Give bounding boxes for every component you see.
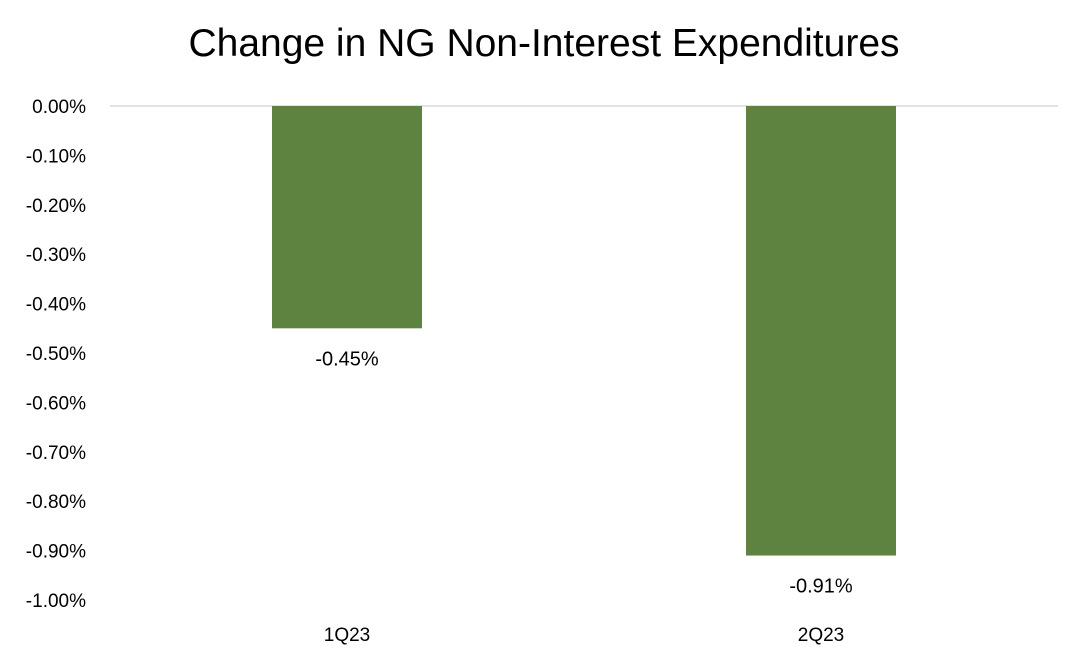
y-tick-label: -0.80% (26, 492, 86, 513)
category-label-2q23: 2Q23 (798, 625, 844, 646)
y-tick-label: -0.60% (26, 393, 86, 414)
bars (272, 106, 896, 556)
y-tick-label: -0.50% (26, 344, 86, 365)
y-tick-label: 0.00% (32, 97, 86, 118)
y-tick-label: -0.30% (26, 245, 86, 266)
y-tick-label: -0.70% (26, 443, 86, 464)
y-tick-label: -0.20% (26, 196, 86, 217)
data-label-2q23: -0.91% (789, 576, 853, 598)
data-label-1q23: -0.45% (315, 348, 379, 370)
y-tick-label: -0.10% (26, 146, 86, 167)
y-axis-ticks: 0.00% -0.10% -0.20% -0.30% -0.40% -0.50% -0.60… (26, 97, 86, 612)
category-label-1q23: 1Q23 (324, 625, 370, 646)
y-tick-label: -0.40% (26, 295, 86, 316)
y-tick-label: -1.00% (26, 591, 86, 612)
y-tick-label: -0.90% (26, 542, 86, 563)
chart-title: Change in NG Non-Interest Expenditures (188, 22, 900, 65)
bar-2q23 (746, 106, 896, 556)
data-labels: -0.45% -0.91% (315, 348, 853, 597)
bar-1q23 (272, 106, 422, 329)
category-labels: 1Q23 2Q23 (324, 625, 844, 646)
